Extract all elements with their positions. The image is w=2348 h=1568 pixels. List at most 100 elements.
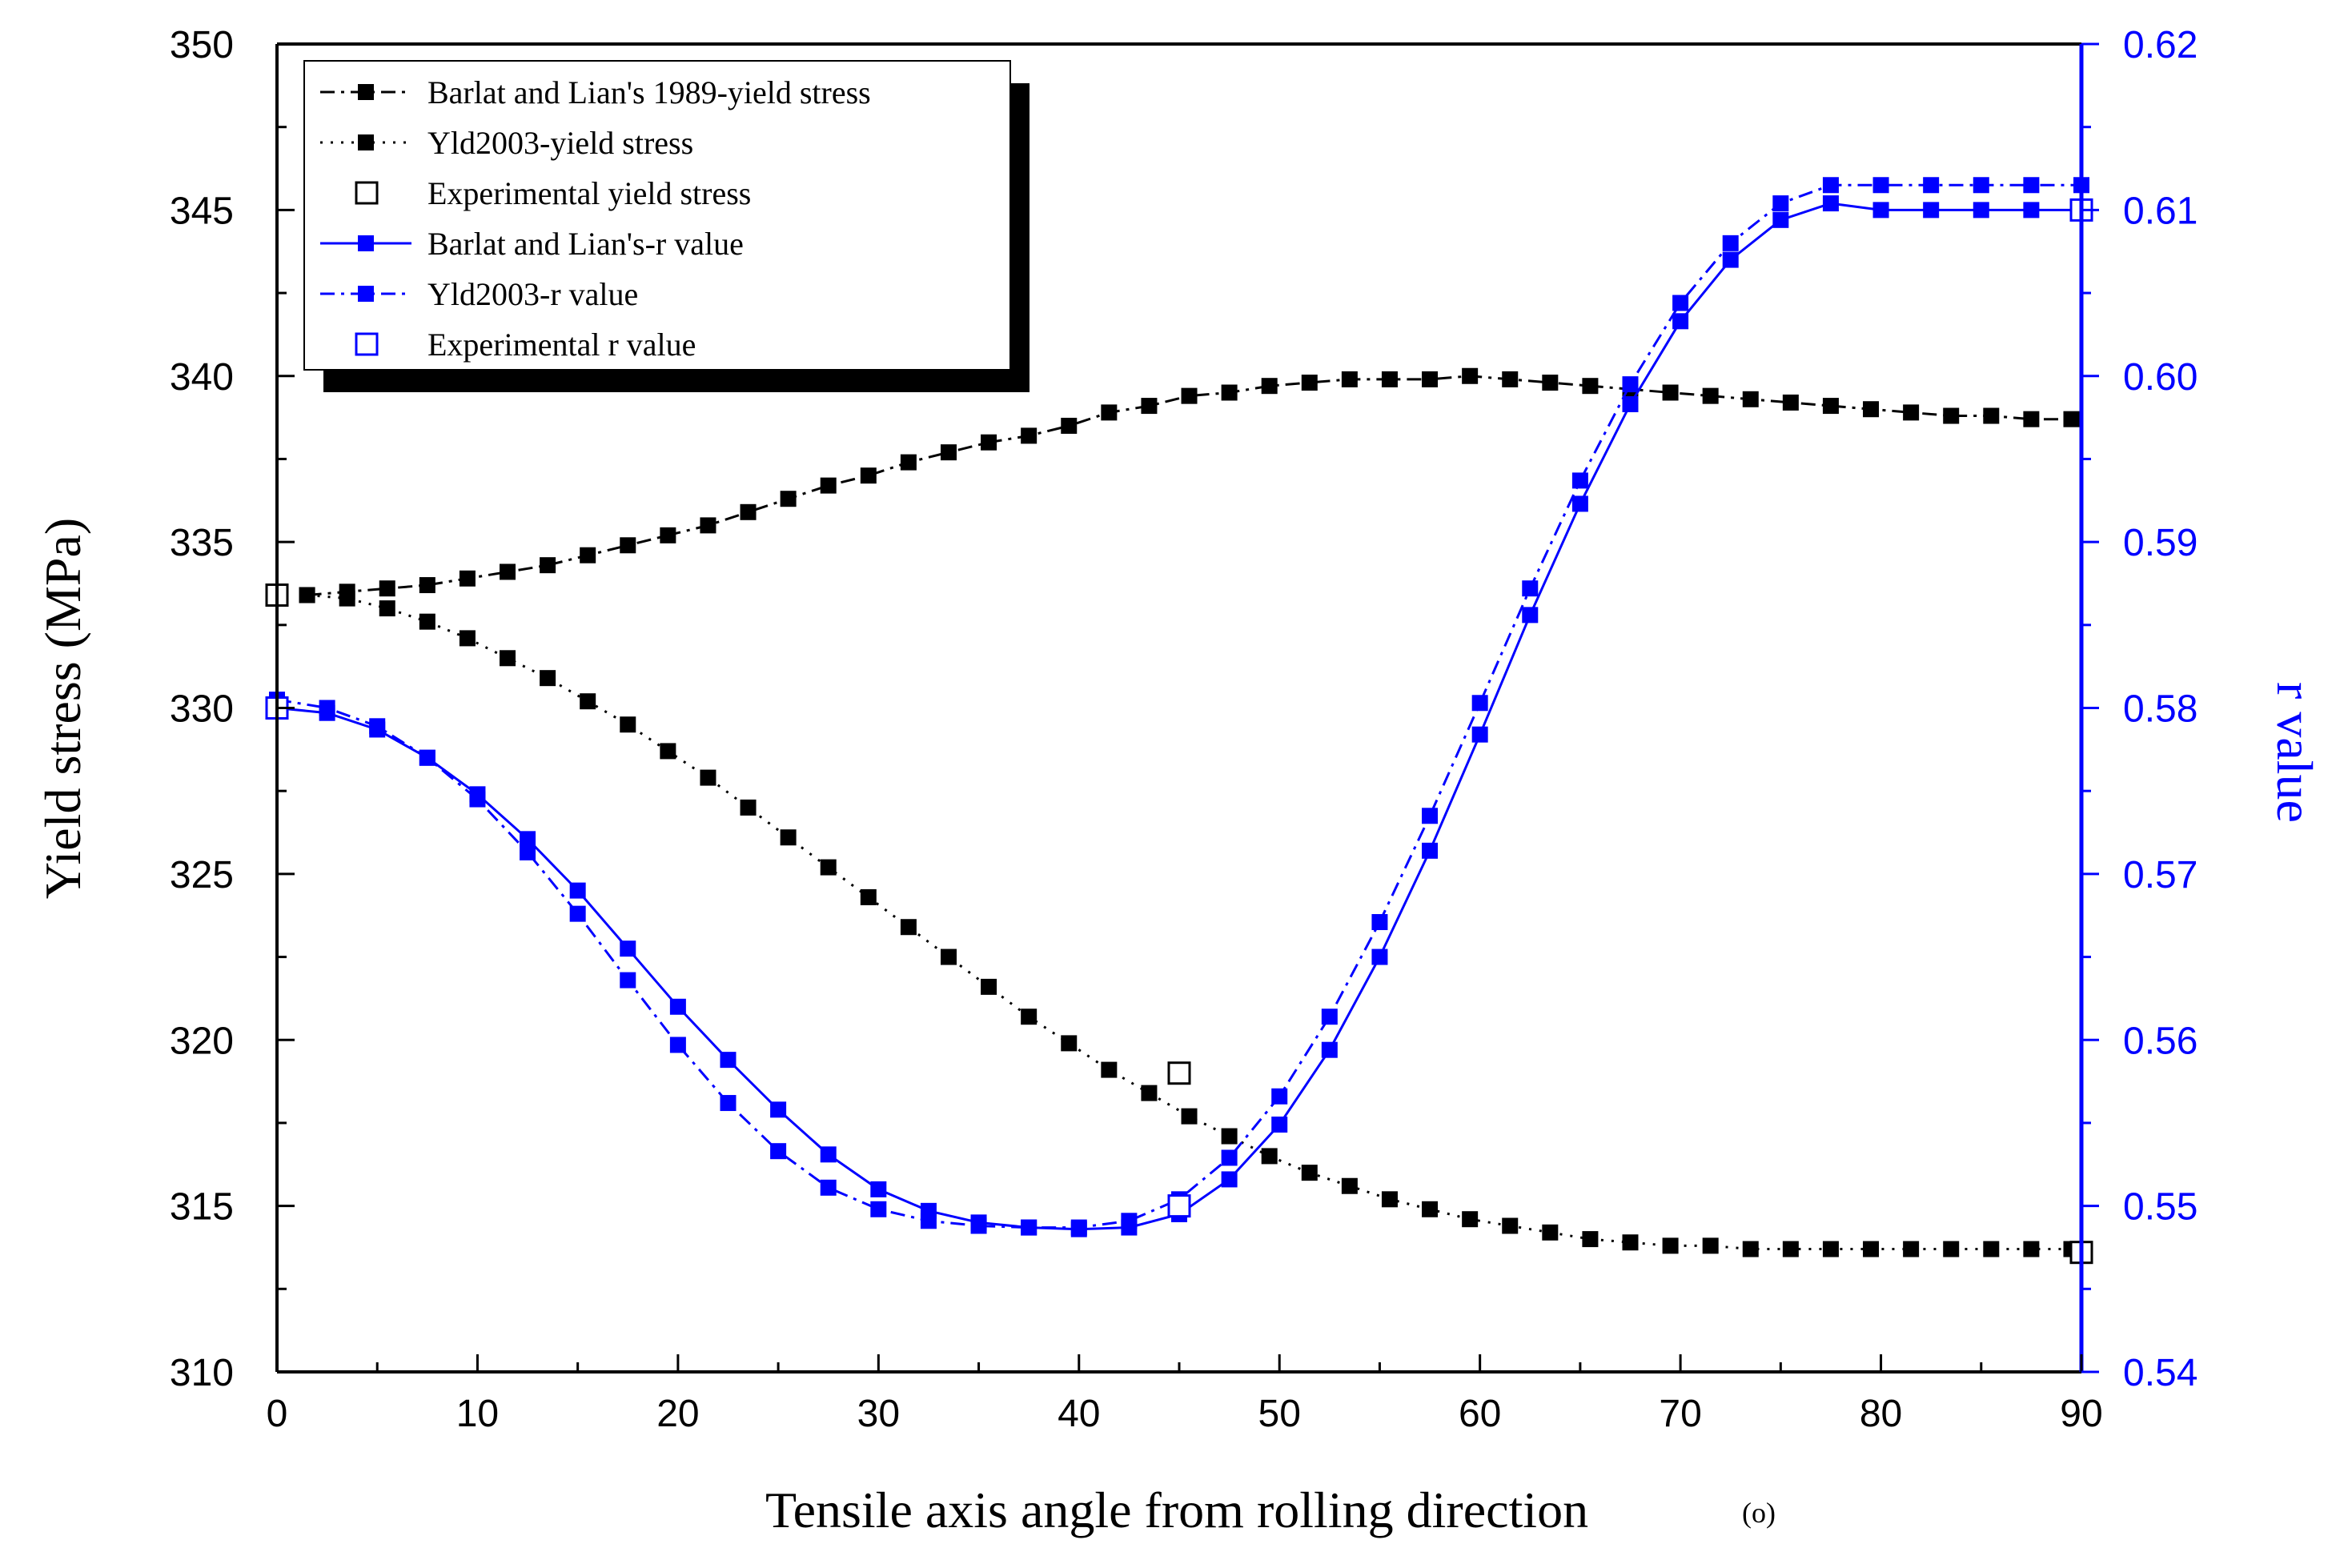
data-point bbox=[1822, 195, 1839, 212]
data-point bbox=[1872, 177, 1889, 194]
y2-tick-label: 0.55 bbox=[2123, 1186, 2197, 1229]
y2-tick-label: 0.58 bbox=[2123, 688, 2197, 731]
data-point bbox=[1571, 495, 1588, 512]
data-point bbox=[870, 1181, 887, 1197]
legend-item: Barlat and Lian's 1989-yield stress bbox=[320, 74, 871, 110]
data-point bbox=[1782, 1241, 1799, 1257]
data-point bbox=[820, 1146, 837, 1163]
legend-marker bbox=[358, 134, 374, 150]
data-point bbox=[780, 829, 797, 846]
legend-label: Barlat and Lian's-r value bbox=[427, 226, 744, 262]
data-point bbox=[319, 700, 335, 716]
data-point bbox=[940, 948, 957, 965]
data-point bbox=[1301, 375, 1318, 391]
data-point bbox=[2023, 1241, 2040, 1257]
data-point bbox=[1782, 394, 1799, 411]
x-axis-unit: (o) bbox=[1742, 1497, 1776, 1529]
data-point bbox=[1863, 1241, 1880, 1257]
data-point bbox=[1371, 948, 1388, 965]
data-point bbox=[1522, 580, 1539, 597]
data-point bbox=[1772, 195, 1789, 212]
data-point bbox=[1321, 1041, 1338, 1058]
y-tick-label: 320 bbox=[170, 1020, 234, 1062]
data-point bbox=[2023, 177, 2040, 194]
data-point bbox=[1301, 1165, 1318, 1181]
data-point bbox=[981, 434, 997, 451]
data-point bbox=[1021, 1219, 1038, 1236]
data-point bbox=[970, 1217, 987, 1234]
data-point bbox=[1271, 1117, 1288, 1133]
y-axis-title: Yield stress (MPa) bbox=[34, 518, 91, 899]
legend-marker bbox=[358, 235, 374, 251]
data-point bbox=[369, 718, 386, 735]
data-point bbox=[1983, 407, 2000, 424]
data-point bbox=[1101, 404, 1118, 421]
data-point bbox=[2023, 202, 2040, 219]
data-point bbox=[569, 905, 586, 922]
data-point bbox=[820, 859, 837, 876]
data-point bbox=[2023, 411, 2040, 427]
data-point bbox=[1903, 1241, 1920, 1257]
data-point bbox=[469, 791, 486, 808]
data-point bbox=[900, 454, 917, 471]
data-point bbox=[1943, 1241, 1960, 1257]
legend-marker bbox=[358, 286, 374, 302]
legend-label: Yld2003-yield stress bbox=[427, 125, 693, 161]
data-point bbox=[1141, 398, 1158, 415]
y2-tick-label: 0.59 bbox=[2123, 522, 2197, 564]
data-point bbox=[669, 1037, 686, 1053]
data-point bbox=[860, 467, 877, 484]
series-line bbox=[307, 375, 2072, 596]
data-point bbox=[459, 630, 476, 647]
data-point bbox=[1571, 472, 1588, 489]
data-point bbox=[740, 503, 757, 520]
data-point bbox=[2063, 411, 2080, 427]
data-point bbox=[1772, 211, 1789, 228]
data-point bbox=[1863, 401, 1880, 418]
y2-tick-label: 0.61 bbox=[2123, 190, 2197, 232]
data-point bbox=[1221, 1128, 1238, 1145]
x-tick-label: 80 bbox=[1860, 1393, 1902, 1435]
data-point bbox=[981, 978, 997, 995]
data-point bbox=[339, 590, 355, 607]
data-point bbox=[1582, 1231, 1599, 1248]
data-point bbox=[770, 1143, 787, 1160]
data-point bbox=[620, 716, 636, 733]
y-tick-label: 350 bbox=[170, 24, 234, 66]
data-point bbox=[1121, 1213, 1138, 1229]
data-point bbox=[1141, 1085, 1158, 1101]
data-point bbox=[700, 769, 716, 786]
data-point bbox=[379, 580, 395, 597]
data-point bbox=[1261, 1148, 1278, 1165]
data-point bbox=[1582, 378, 1599, 395]
y-tick-label: 310 bbox=[170, 1352, 234, 1394]
data-point bbox=[1622, 396, 1639, 413]
legend-label: Experimental yield stress bbox=[427, 175, 751, 211]
data-point bbox=[1672, 295, 1689, 311]
data-point bbox=[1742, 391, 1759, 407]
data-point bbox=[379, 600, 395, 617]
x-tick-label: 50 bbox=[1258, 1393, 1301, 1435]
data-point bbox=[620, 537, 636, 554]
data-point bbox=[1070, 1219, 1087, 1236]
y-tick-label: 330 bbox=[170, 688, 234, 731]
legend-label: Experimental r value bbox=[427, 327, 696, 363]
x-tick-label: 70 bbox=[1659, 1393, 1701, 1435]
data-point bbox=[1662, 384, 1679, 401]
data-point bbox=[720, 1095, 737, 1112]
y-tick-label: 315 bbox=[170, 1186, 234, 1229]
data-point bbox=[1101, 1061, 1118, 1078]
data-point bbox=[1662, 1237, 1679, 1254]
data-point bbox=[860, 888, 877, 905]
data-point bbox=[1321, 1009, 1338, 1025]
data-point bbox=[419, 577, 435, 594]
data-point bbox=[1462, 1211, 1479, 1228]
data-point bbox=[1261, 378, 1278, 395]
data-point bbox=[1021, 1009, 1038, 1025]
data-point bbox=[1722, 235, 1739, 251]
x-tick-label: 40 bbox=[1058, 1393, 1100, 1435]
data-point bbox=[1923, 177, 1940, 194]
legend-label: Barlat and Lian's 1989-yield stress bbox=[427, 74, 871, 110]
y2-tick-label: 0.57 bbox=[2123, 854, 2197, 896]
